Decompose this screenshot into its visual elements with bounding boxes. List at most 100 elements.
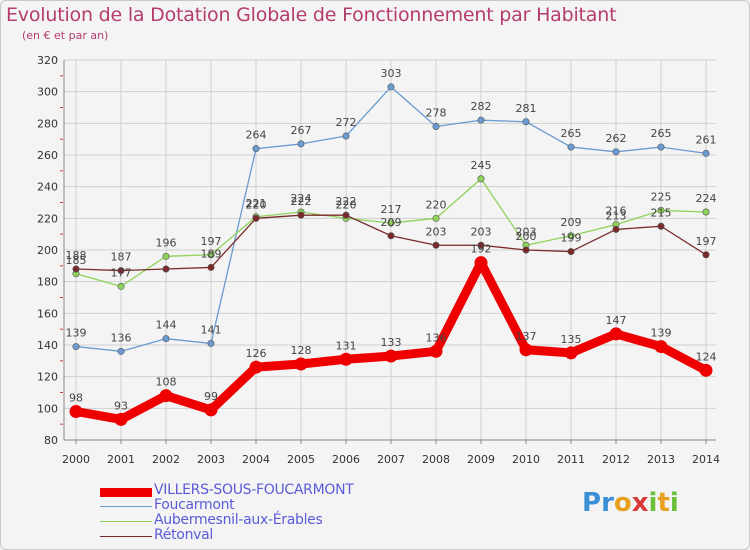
data-label-villers-sous-foucarmont: 99 bbox=[204, 390, 218, 403]
data-label-villers-sous-foucarmont: 136 bbox=[426, 331, 447, 344]
data-label-aubermesnil-aux-erables: 225 bbox=[651, 190, 672, 203]
legend-swatch-villers bbox=[100, 488, 152, 497]
data-point-foucarmont bbox=[522, 118, 530, 126]
data-label-foucarmont: 265 bbox=[651, 127, 672, 140]
data-label-foucarmont: 282 bbox=[471, 100, 492, 113]
data-label-aubermesnil-aux-erables: 185 bbox=[66, 254, 87, 267]
data-point-retonval bbox=[297, 211, 305, 219]
legend-label-retonval: Rétonval bbox=[154, 527, 213, 543]
data-point-foucarmont bbox=[297, 140, 305, 148]
data-label-aubermesnil-aux-erables: 221 bbox=[246, 197, 267, 210]
data-point-villers-sous-foucarmont bbox=[654, 340, 668, 354]
data-point-foucarmont bbox=[702, 149, 710, 157]
y-tick-label: 280 bbox=[37, 117, 58, 130]
data-point-foucarmont bbox=[72, 343, 80, 351]
data-point-aubermesnil-aux-erables bbox=[657, 206, 665, 214]
data-label-retonval: 197 bbox=[696, 235, 717, 248]
data-label-villers-sous-foucarmont: 192 bbox=[471, 243, 492, 256]
data-point-retonval bbox=[612, 225, 620, 233]
data-label-retonval: 200 bbox=[516, 230, 537, 243]
data-label-villers-sous-foucarmont: 133 bbox=[381, 336, 402, 349]
data-point-aubermesnil-aux-erables bbox=[387, 219, 395, 227]
y-tick-label: 240 bbox=[37, 181, 58, 194]
x-tick-label: 2006 bbox=[332, 453, 360, 466]
chart-subtitle: (en € et par an) bbox=[22, 29, 109, 42]
data-label-foucarmont: 262 bbox=[606, 132, 627, 145]
data-point-villers-sous-foucarmont bbox=[564, 346, 578, 360]
y-tick-label: 300 bbox=[37, 86, 58, 99]
data-point-villers-sous-foucarmont bbox=[519, 343, 533, 357]
data-label-villers-sous-foucarmont: 147 bbox=[606, 314, 627, 327]
data-label-villers-sous-foucarmont: 126 bbox=[246, 347, 267, 360]
data-point-foucarmont bbox=[162, 335, 170, 343]
data-label-aubermesnil-aux-erables: 203 bbox=[516, 225, 537, 238]
y-tick-label: 80 bbox=[44, 434, 58, 447]
data-point-foucarmont bbox=[612, 148, 620, 156]
data-label-foucarmont: 278 bbox=[426, 107, 447, 120]
data-label-foucarmont: 303 bbox=[381, 67, 402, 80]
proxiti-logo: Proxiti bbox=[582, 488, 679, 518]
x-tick-label: 2007 bbox=[377, 453, 405, 466]
data-label-aubermesnil-aux-erables: 217 bbox=[381, 203, 402, 216]
data-point-foucarmont bbox=[657, 143, 665, 151]
data-point-retonval bbox=[432, 241, 440, 249]
chart-title: Evolution de la Dotation Globale de Fonc… bbox=[6, 4, 617, 26]
data-label-aubermesnil-aux-erables: 245 bbox=[471, 159, 492, 172]
data-label-retonval: 189 bbox=[201, 247, 222, 260]
x-tick-label: 2002 bbox=[152, 453, 180, 466]
data-label-foucarmont: 144 bbox=[156, 319, 177, 332]
data-label-retonval: 220 bbox=[246, 198, 267, 211]
data-point-aubermesnil-aux-erables bbox=[432, 214, 440, 222]
logo-letter: t bbox=[657, 488, 670, 518]
data-point-villers-sous-foucarmont bbox=[474, 256, 488, 270]
data-point-foucarmont bbox=[342, 132, 350, 140]
data-point-aubermesnil-aux-erables bbox=[567, 232, 575, 240]
data-label-villers-sous-foucarmont: 98 bbox=[69, 392, 83, 405]
data-point-aubermesnil-aux-erables bbox=[162, 252, 170, 260]
data-point-retonval bbox=[567, 248, 575, 256]
data-point-villers-sous-foucarmont bbox=[609, 327, 623, 341]
data-point-aubermesnil-aux-erables bbox=[702, 208, 710, 216]
data-label-retonval: 222 bbox=[336, 195, 357, 208]
data-label-aubermesnil-aux-erables: 224 bbox=[291, 192, 312, 205]
data-label-aubermesnil-aux-erables: 220 bbox=[426, 198, 447, 211]
data-point-aubermesnil-aux-erables bbox=[117, 282, 125, 290]
data-point-retonval bbox=[117, 267, 125, 275]
data-label-villers-sous-foucarmont: 131 bbox=[336, 339, 357, 352]
x-tick-label: 2005 bbox=[287, 453, 315, 466]
data-label-foucarmont: 265 bbox=[561, 127, 582, 140]
x-tick-label: 2010 bbox=[512, 453, 540, 466]
data-point-foucarmont bbox=[477, 116, 485, 124]
x-tick-label: 2009 bbox=[467, 453, 495, 466]
legend-label-aubermesnil: Aubermesnil-aux-Érables bbox=[154, 512, 323, 528]
data-point-aubermesnil-aux-erables bbox=[477, 175, 485, 183]
data-point-retonval bbox=[207, 263, 215, 271]
data-label-retonval: 209 bbox=[381, 216, 402, 229]
legend-swatch-retonval bbox=[100, 536, 152, 537]
data-point-foucarmont bbox=[252, 145, 260, 153]
data-point-foucarmont bbox=[117, 347, 125, 355]
data-label-aubermesnil-aux-erables: 177 bbox=[111, 266, 132, 279]
logo-letter: r bbox=[601, 488, 614, 518]
data-label-retonval: 222 bbox=[291, 195, 312, 208]
data-point-retonval bbox=[342, 211, 350, 219]
logo-letter: P bbox=[582, 488, 602, 518]
data-point-retonval bbox=[477, 241, 485, 249]
data-point-villers-sous-foucarmont bbox=[429, 344, 443, 358]
data-point-foucarmont bbox=[387, 83, 395, 91]
data-point-foucarmont bbox=[207, 339, 215, 347]
data-label-villers-sous-foucarmont: 139 bbox=[651, 327, 672, 340]
data-label-foucarmont: 136 bbox=[111, 331, 132, 344]
data-label-foucarmont: 141 bbox=[201, 323, 222, 336]
data-point-retonval bbox=[252, 214, 260, 222]
grid bbox=[64, 59, 716, 441]
data-point-retonval bbox=[702, 251, 710, 259]
data-label-foucarmont: 261 bbox=[696, 133, 717, 146]
legend-label-villers: VILLERS-SOUS-FOUCARMONT bbox=[154, 482, 354, 498]
data-label-aubermesnil-aux-erables: 196 bbox=[156, 236, 177, 249]
data-label-retonval: 199 bbox=[561, 232, 582, 245]
legend-swatch-foucarmont bbox=[100, 506, 152, 507]
y-tick-label: 320 bbox=[37, 54, 58, 67]
data-labels: 139 136 144 141 264 267 272 303 278 282 281 265 262 2… bbox=[66, 67, 717, 412]
